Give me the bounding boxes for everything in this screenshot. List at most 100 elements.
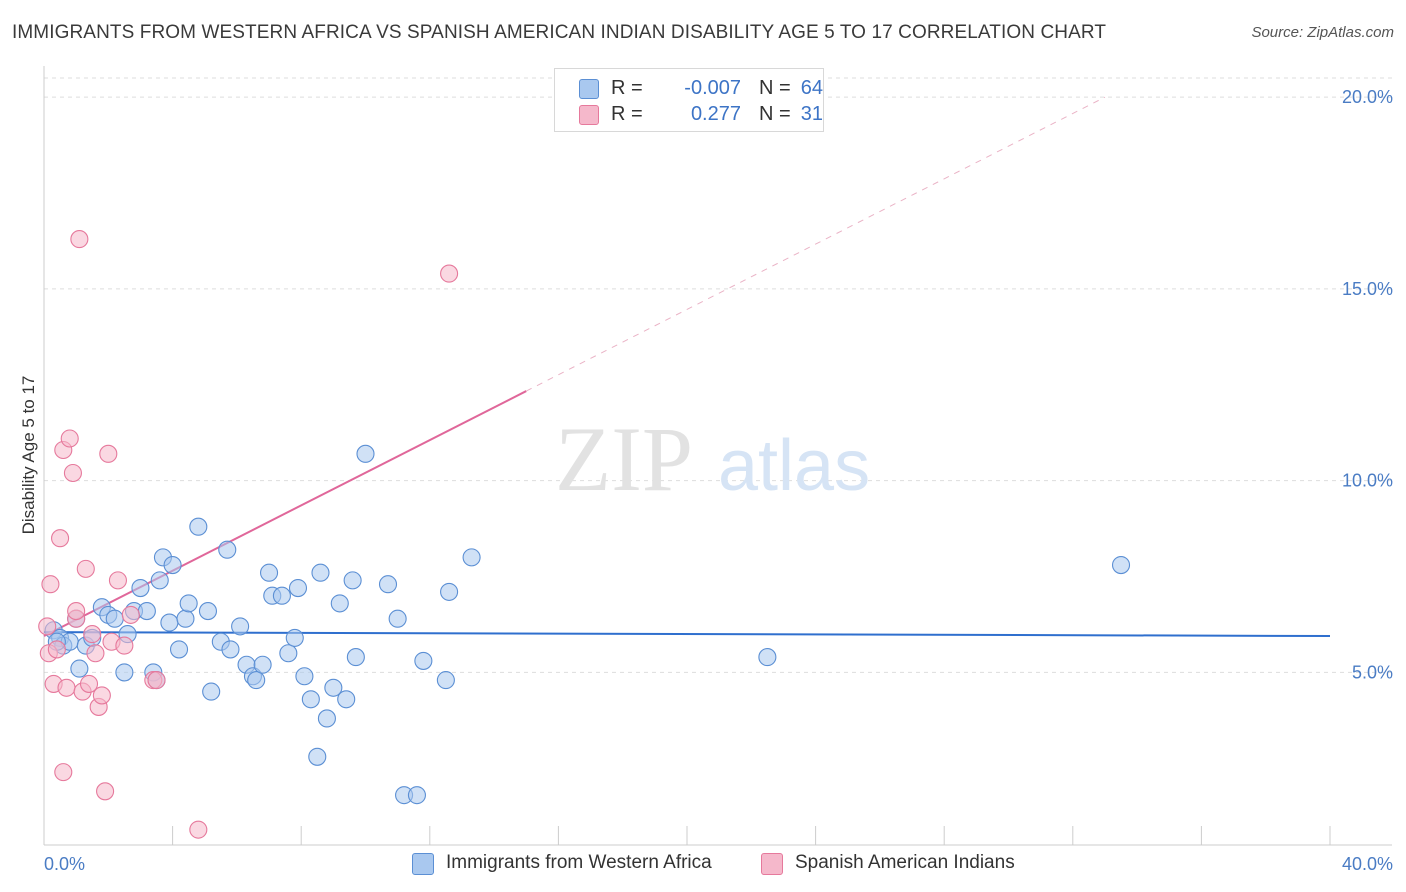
point-western-africa	[388, 609, 407, 628]
point-western-africa	[218, 540, 237, 559]
point-western-africa	[343, 571, 362, 590]
legend-n-value: 31	[800, 103, 823, 125]
legend-swatch-blue	[412, 853, 434, 875]
point-western-africa	[279, 644, 298, 663]
grid-lines	[44, 77, 1392, 673]
point-spanish-american-indians	[63, 463, 82, 483]
point-western-africa	[758, 648, 777, 667]
point-western-africa	[198, 602, 218, 621]
data-points	[38, 230, 1131, 839]
trend-line-spanish-american-indians-extension	[526, 96, 1106, 392]
source-label: Source: ZipAtlas.com	[1251, 24, 1394, 41]
x-tick-label: 40.0%	[1342, 854, 1393, 874]
point-spanish-american-indians	[108, 571, 127, 590]
point-western-africa	[337, 690, 356, 709]
legend-swatch-pink	[761, 853, 783, 875]
point-western-africa	[414, 651, 433, 670]
point-western-africa	[436, 671, 455, 690]
point-western-africa	[70, 659, 89, 678]
point-western-africa	[131, 579, 150, 598]
point-western-africa	[163, 555, 182, 575]
point-spanish-american-indians	[99, 444, 118, 463]
chart-title: IMMIGRANTS FROM WESTERN AFRICA VS SPANIS…	[12, 22, 1107, 43]
point-spanish-american-indians	[47, 640, 66, 659]
legend-label-spanish-american-indians: Spanish American Indians	[795, 852, 1015, 873]
point-western-africa	[137, 602, 156, 621]
point-western-africa	[462, 548, 481, 567]
point-spanish-american-indians	[92, 686, 111, 705]
legend-label-western-africa: Immigrants from Western Africa	[446, 852, 712, 873]
y-axis-label: Disability Age 5 to 17	[19, 376, 38, 535]
point-western-africa	[179, 594, 198, 613]
axes	[43, 66, 1392, 846]
point-western-africa	[356, 444, 375, 463]
point-spanish-american-indians	[121, 605, 140, 624]
y-tick-label: 5.0%	[1352, 662, 1393, 682]
legend-n-value: 64	[800, 77, 823, 99]
point-western-africa	[189, 517, 208, 536]
point-spanish-american-indians	[79, 674, 99, 693]
legend-swatch-pink	[579, 105, 599, 125]
legend-swatch-blue	[579, 79, 599, 99]
point-western-africa	[440, 582, 459, 601]
trend-line-western-africa	[43, 631, 1331, 637]
point-spanish-american-indians	[57, 678, 76, 697]
point-western-africa	[407, 786, 426, 805]
trend-lines	[43, 96, 1331, 637]
legend-r-label: R =	[611, 103, 643, 125]
stats-legend: R = -0.007 N = 64 R = 0.277 N = 31	[554, 68, 824, 132]
point-spanish-american-indians	[38, 617, 57, 636]
point-western-africa	[311, 563, 330, 582]
point-spanish-american-indians	[96, 782, 115, 801]
point-western-africa	[247, 671, 266, 690]
point-spanish-american-indians	[60, 429, 79, 448]
point-western-africa	[202, 682, 221, 701]
legend-n-label: N =	[759, 77, 791, 99]
point-western-africa	[253, 655, 272, 674]
point-spanish-american-indians	[147, 671, 166, 690]
point-western-africa	[160, 613, 179, 632]
y-tick-label: 10.0%	[1342, 471, 1393, 491]
point-western-africa	[346, 648, 365, 667]
point-western-africa	[169, 640, 189, 659]
point-western-africa	[176, 609, 195, 628]
point-spanish-american-indians	[76, 559, 95, 578]
point-western-africa	[308, 747, 327, 766]
point-western-africa	[317, 709, 336, 728]
tick-labels: 5.0% 10.0% 15.0% 20.0% 0.0% 40.0%	[44, 87, 1393, 874]
legend-n-label: N =	[759, 103, 791, 125]
point-western-africa	[272, 586, 291, 605]
point-western-africa	[231, 617, 250, 636]
point-western-africa	[221, 640, 240, 659]
point-spanish-american-indians	[189, 820, 208, 839]
point-western-africa	[324, 678, 343, 697]
watermark-zip: ZIP	[555, 408, 693, 510]
legend-r-value: 0.277	[690, 103, 741, 125]
watermark: ZIP atlas	[555, 408, 870, 510]
point-western-africa	[295, 667, 314, 686]
point-spanish-american-indians	[86, 644, 105, 663]
point-western-africa	[115, 663, 134, 682]
point-spanish-american-indians	[54, 763, 73, 782]
point-spanish-american-indians	[41, 575, 60, 594]
y-tick-label: 20.0%	[1342, 87, 1393, 107]
legend-r-label: R =	[611, 77, 643, 99]
x-tick-label: 0.0%	[44, 854, 85, 874]
point-western-africa	[288, 579, 308, 598]
point-spanish-american-indians	[51, 529, 70, 548]
legend-r-value: -0.007	[684, 77, 741, 99]
point-spanish-american-indians	[83, 625, 102, 644]
point-spanish-american-indians	[115, 636, 134, 655]
point-spanish-american-indians	[70, 230, 89, 249]
watermark-atlas: atlas	[718, 426, 870, 506]
point-western-africa	[285, 628, 304, 647]
point-western-africa	[259, 563, 279, 582]
point-western-africa	[150, 571, 169, 590]
point-western-africa	[1111, 555, 1131, 575]
point-western-africa	[301, 690, 320, 709]
point-western-africa	[378, 575, 398, 594]
point-western-africa	[330, 594, 349, 613]
y-tick-label: 15.0%	[1342, 279, 1393, 299]
point-spanish-american-indians	[440, 264, 459, 283]
